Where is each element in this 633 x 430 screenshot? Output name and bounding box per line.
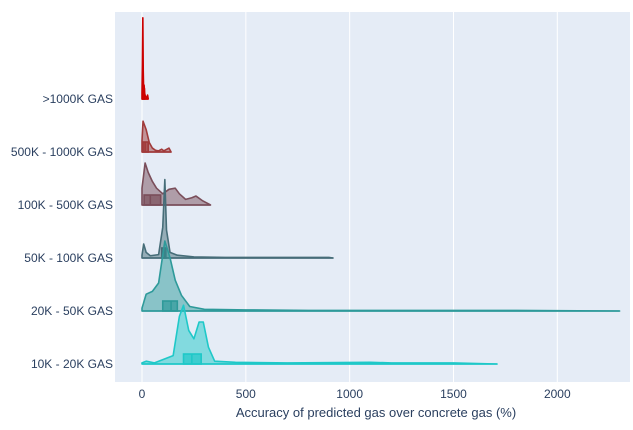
violin-series <box>141 17 621 365</box>
y-tick-label: 20K - 50K GAS <box>31 304 113 318</box>
violin <box>141 304 498 365</box>
x-tick-label: 500 <box>236 387 256 401</box>
violin <box>141 17 150 100</box>
violin-box <box>161 300 179 312</box>
y-tick-label: >1000K GAS <box>43 92 113 106</box>
x-tick-label: 0 <box>139 387 146 401</box>
plot-background <box>115 12 630 382</box>
y-tick-label: 10K - 20K GAS <box>31 357 113 371</box>
violin <box>141 120 172 153</box>
violin <box>141 240 621 312</box>
y-tick-label: 100K - 500K GAS <box>18 198 113 212</box>
x-tick-labels: 0 500 1000 1500 2000 <box>139 387 571 401</box>
violin-shape <box>141 120 172 153</box>
y-tick-label: 50K - 100K GAS <box>24 251 113 265</box>
x-axis-title: Accuracy of predicted gas over concrete … <box>236 405 516 420</box>
violin <box>141 162 212 206</box>
y-tick-labels: >1000K GAS 500K - 1000K GAS 100K - 500K GA… <box>11 92 113 371</box>
violin-shape <box>141 304 498 365</box>
violin-box <box>143 194 162 206</box>
x-tick-label: 2000 <box>544 387 571 401</box>
x-tick-label: 1500 <box>440 387 467 401</box>
x-tick-label: 1000 <box>336 387 363 401</box>
y-tick-label: 500K - 1000K GAS <box>11 145 113 159</box>
